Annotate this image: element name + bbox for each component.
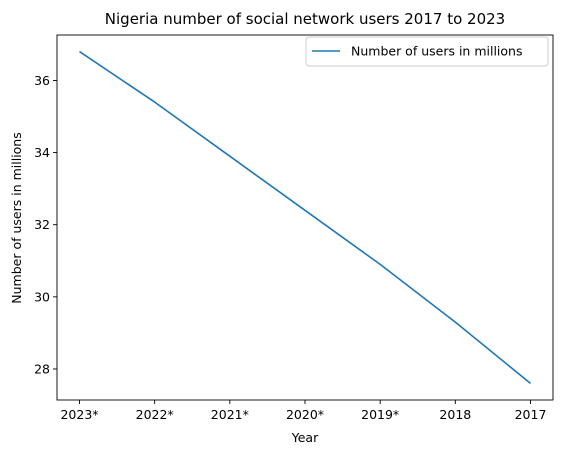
x-tick-label: 2020* — [286, 407, 324, 422]
legend-box — [305, 36, 549, 67]
x-tick-label: 2019* — [361, 407, 399, 422]
x-tick-label: 2018 — [439, 407, 471, 422]
series-line — [79, 50, 532, 385]
y-tick-label: 36 — [34, 73, 50, 88]
x-axis: 2023* 2022* 2021* 2020* 2019* 2018 2017 — [60, 400, 546, 422]
y-axis: 28 30 32 34 36 — [34, 73, 57, 376]
chart-title: Nigeria number of social network users 2… — [105, 10, 505, 28]
series-layer — [79, 50, 532, 385]
x-axis-title: Year — [291, 430, 319, 445]
y-axis-title: Number of users in millions — [9, 132, 24, 303]
plot-frame — [56, 34, 554, 401]
legend: Number of users in millions — [305, 36, 549, 67]
x-tick-label: 2017 — [515, 407, 547, 422]
y-tick-label: 32 — [34, 217, 50, 232]
x-tick-label: 2022* — [136, 407, 174, 422]
y-tick-label: 30 — [34, 289, 50, 304]
x-tick-label: 2023* — [60, 407, 98, 422]
y-tick-label: 34 — [34, 145, 50, 160]
x-tick-label: 2021* — [211, 407, 249, 422]
y-tick-label: 28 — [34, 361, 50, 376]
plot-area — [56, 34, 554, 401]
legend-label: Number of users in millions — [351, 44, 522, 59]
